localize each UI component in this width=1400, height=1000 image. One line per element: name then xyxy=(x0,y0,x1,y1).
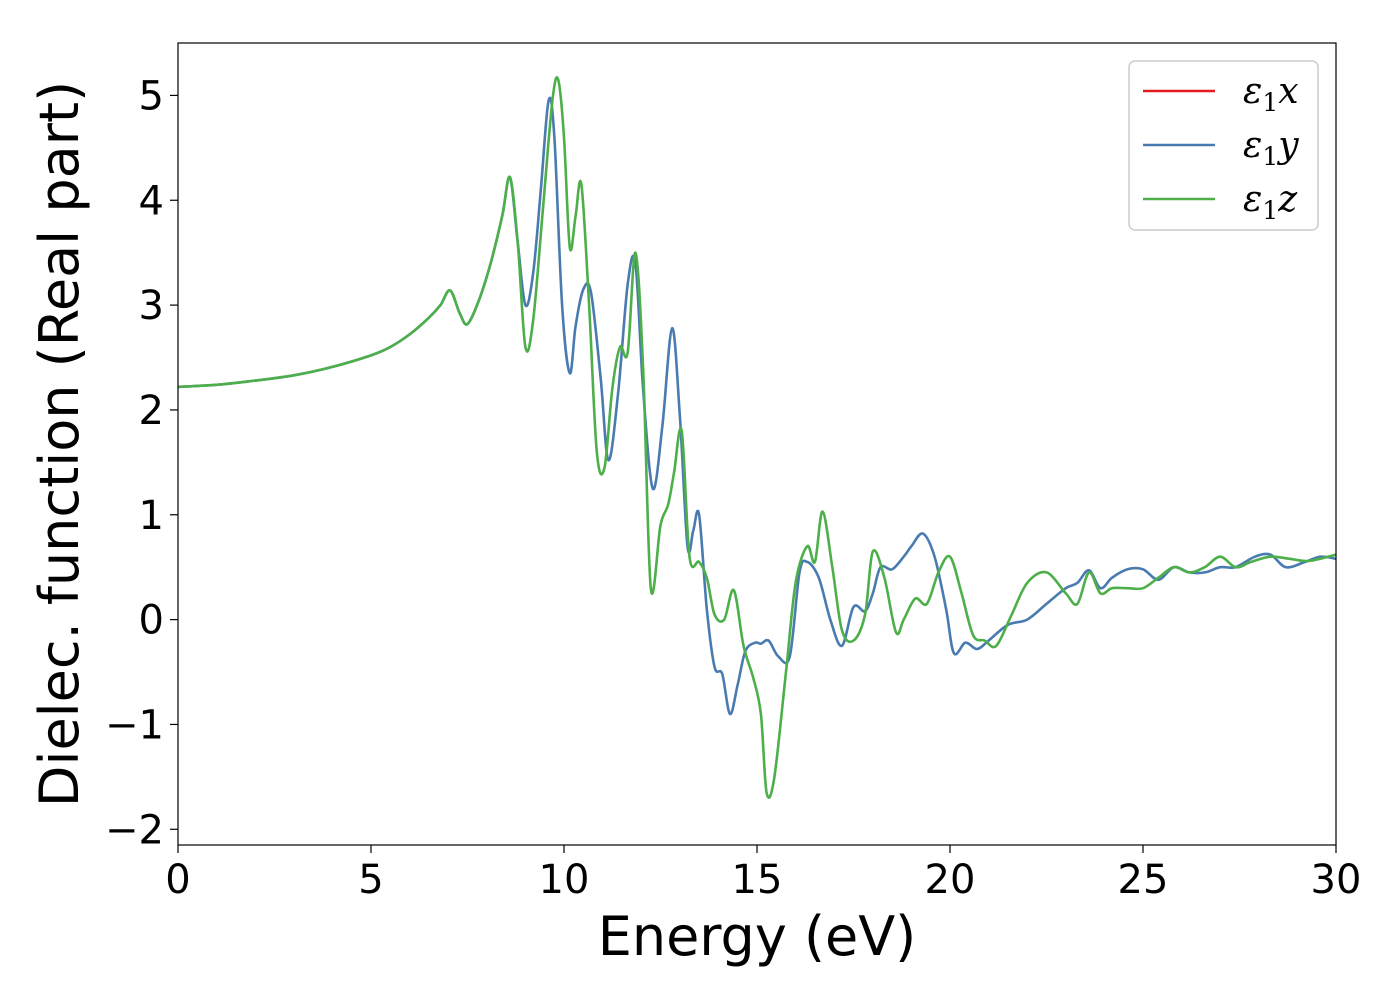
y-axis-ticks: −2 −1 0 1 2 3 4 5 xyxy=(105,73,178,853)
x-tick-label: 10 xyxy=(539,857,590,903)
y-tick-label: 1 xyxy=(139,493,164,539)
x-tick-label: 0 xyxy=(165,857,190,903)
x-axis-ticks: 0 5 10 15 20 25 30 xyxy=(165,845,1361,903)
y-tick-label: 0 xyxy=(139,598,164,644)
y-tick-label: −1 xyxy=(105,702,164,748)
y-axis-label: Dielec. function (Real part) xyxy=(28,81,91,807)
legend-label-y: ε1y xyxy=(1243,125,1299,171)
x-tick-label: 25 xyxy=(1118,857,1169,903)
y-tick-label: 5 xyxy=(139,73,164,119)
legend-entries: ε1x ε1y ε1z xyxy=(1143,71,1299,225)
legend-label-x: ε1x xyxy=(1243,71,1299,117)
x-tick-label: 15 xyxy=(732,857,783,903)
legend-label-z: ε1z xyxy=(1243,179,1298,225)
series-line-e1z xyxy=(178,76,1336,799)
y-tick-label: −2 xyxy=(105,807,164,853)
x-tick-label: 5 xyxy=(358,857,383,903)
x-tick-label: 30 xyxy=(1311,857,1362,903)
legend: ε1x ε1y ε1z xyxy=(1128,60,1319,231)
y-tick-label: 3 xyxy=(139,283,164,329)
plot-lines xyxy=(178,76,1336,799)
legend-box xyxy=(1128,60,1319,231)
y-tick-label: 2 xyxy=(139,388,164,434)
x-axis-label: Energy (eV) xyxy=(598,905,917,968)
y-tick-label: 4 xyxy=(139,178,164,224)
x-tick-label: 20 xyxy=(925,857,976,903)
